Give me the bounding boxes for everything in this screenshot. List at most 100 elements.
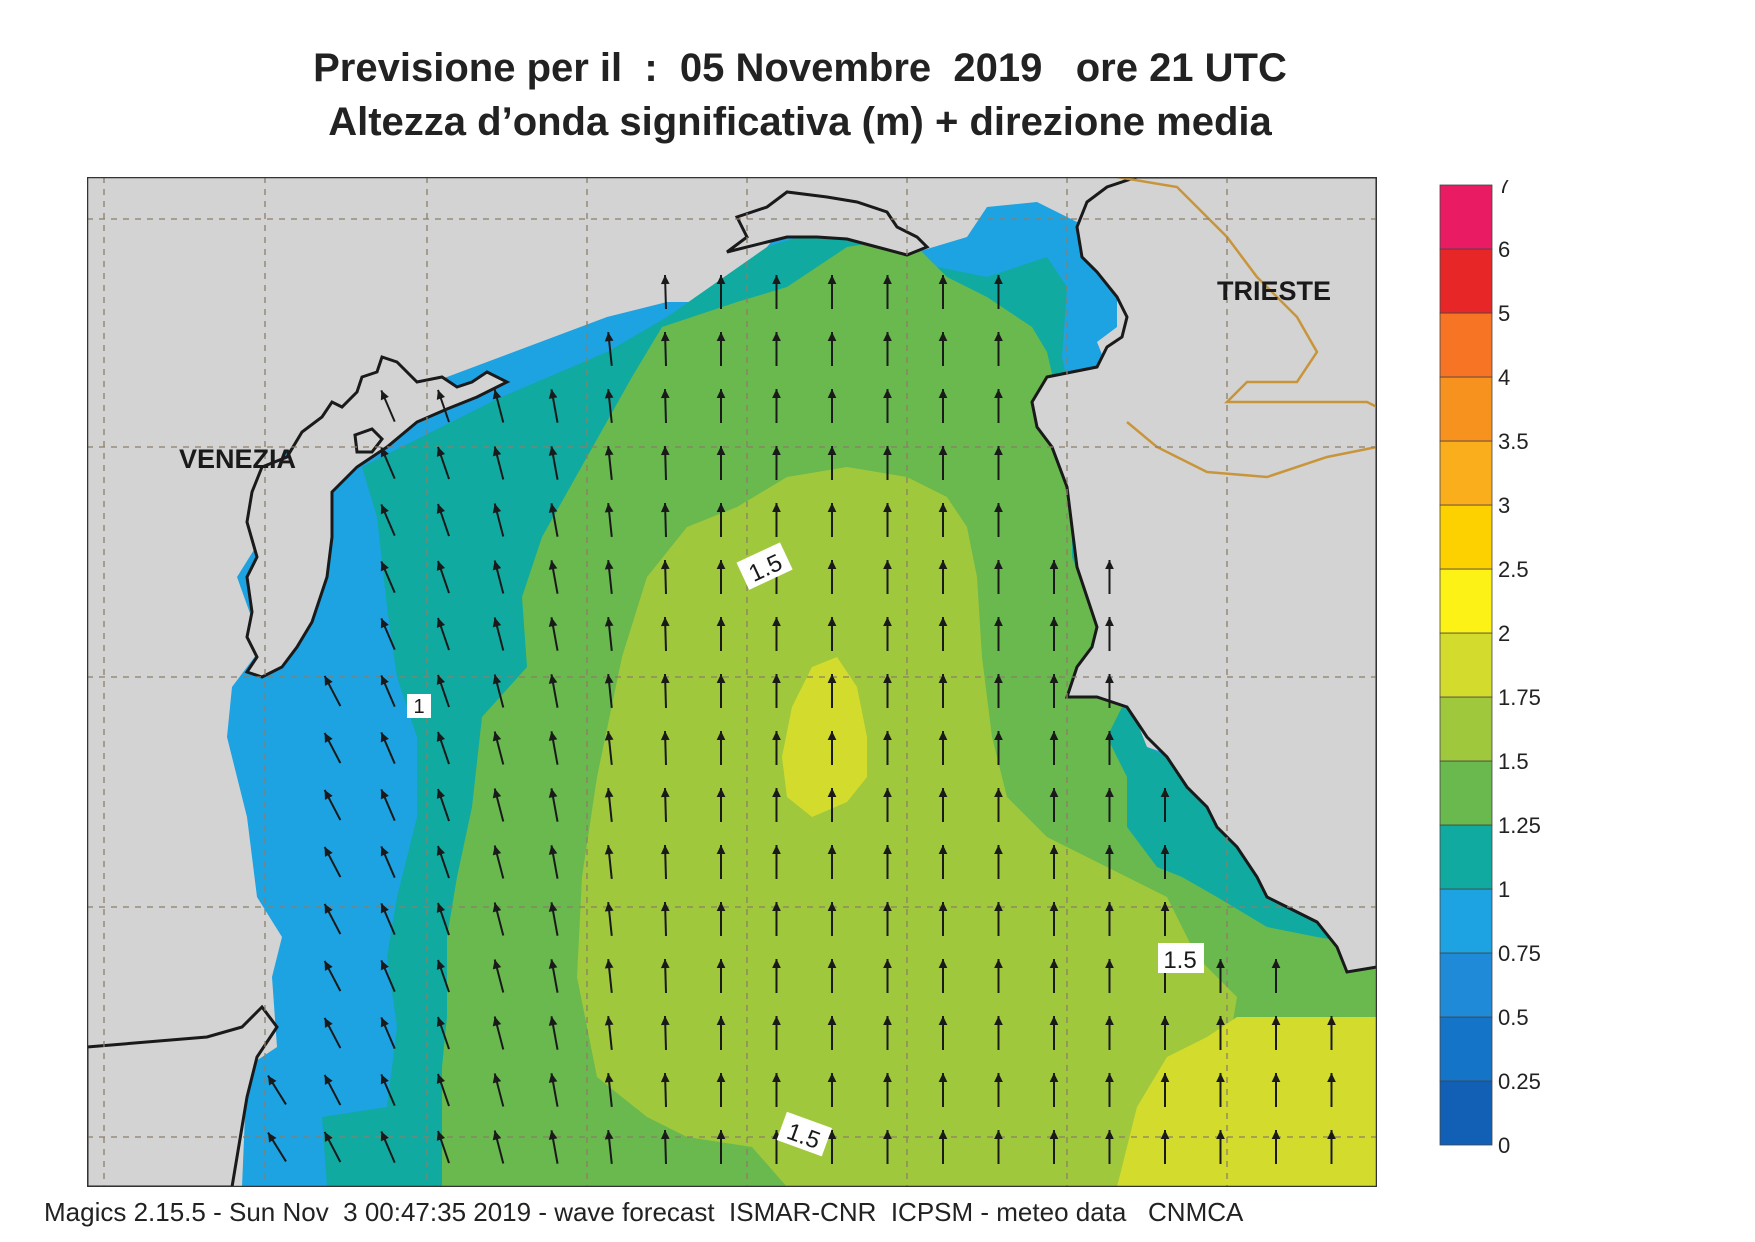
direction-arrow-head — [604, 902, 614, 912]
direction-arrow-head — [883, 275, 892, 285]
direction-arrow-head — [883, 389, 892, 399]
legend-swatch — [1439, 312, 1493, 378]
direction-arrow-head — [324, 1017, 333, 1028]
direction-arrow-head — [1160, 1016, 1170, 1026]
legend-swatch — [1439, 760, 1493, 826]
direction-arrow-head — [1049, 560, 1059, 570]
direction-arrow-head — [883, 446, 892, 456]
direction-arrow-head — [660, 902, 670, 912]
direction-arrow-head — [827, 845, 837, 855]
wave-direction-arrows — [267, 274, 1336, 1165]
direction-arrow-head — [1216, 1073, 1225, 1083]
direction-arrow-head — [772, 503, 781, 513]
direction-arrow-head — [1049, 959, 1059, 969]
direction-arrow-head — [1271, 1016, 1281, 1026]
footer-credits: Magics 2.15.5 - Sun Nov 3 00:47:35 2019 … — [44, 1197, 1244, 1227]
direction-arrow-head — [938, 389, 948, 399]
direction-arrow-head — [1105, 560, 1114, 570]
direction-arrow-head — [548, 389, 558, 399]
direction-arrow-head — [492, 845, 502, 856]
contour-label-3: 1.5 — [1158, 943, 1204, 974]
direction-arrow-head — [1271, 959, 1281, 969]
direction-arrow-head — [660, 560, 670, 570]
direction-arrow-head — [604, 617, 614, 627]
direction-arrow-head — [492, 1073, 502, 1084]
direction-arrow-head — [548, 902, 558, 912]
legend-label: 0 — [1498, 1133, 1510, 1158]
direction-arrow-head — [883, 788, 892, 798]
direction-arrow-head — [660, 389, 670, 399]
direction-arrow-head — [1160, 1073, 1170, 1083]
direction-arrow-head — [380, 960, 389, 971]
direction-arrow-head — [492, 674, 502, 685]
direction-arrow-head — [380, 390, 389, 401]
direction-arrow-head — [772, 788, 781, 798]
direction-arrow-head — [883, 1130, 892, 1140]
direction-arrow-head — [1105, 731, 1114, 741]
direction-arrow-head — [492, 560, 502, 571]
direction-arrow-head — [994, 1016, 1003, 1026]
direction-arrow-head — [380, 1131, 389, 1142]
direction-arrow-head — [883, 503, 892, 513]
legend-swatch — [1439, 1080, 1493, 1146]
direction-arrow-head — [604, 731, 614, 741]
direction-arrow-head — [380, 561, 389, 572]
direction-arrow-head — [604, 674, 614, 684]
direction-arrow-head — [716, 560, 726, 570]
legend-swatch — [1439, 184, 1493, 250]
direction-arrow-head — [1216, 1016, 1225, 1026]
direction-arrow-head — [994, 674, 1003, 684]
legend-label: 3 — [1498, 493, 1510, 518]
legend-label: 0.5 — [1498, 1005, 1529, 1030]
map-frame — [87, 177, 1377, 1187]
direction-arrow-head — [827, 1130, 837, 1140]
direction-arrow-head — [380, 789, 389, 800]
direction-arrow-head — [938, 731, 948, 741]
direction-arrow-head — [938, 332, 948, 342]
direction-arrow-head — [660, 1016, 670, 1026]
direction-arrow-head — [436, 560, 446, 571]
graticule — [87, 177, 1377, 1187]
direction-arrow-head — [883, 674, 892, 684]
direction-arrow-head — [436, 845, 446, 856]
direction-arrow-head — [604, 1130, 614, 1140]
contour-label-2: 1 — [407, 694, 431, 718]
direction-arrow-head — [994, 845, 1003, 855]
direction-arrow-head — [436, 1016, 446, 1027]
direction-arrow-head — [1327, 1016, 1336, 1026]
direction-arrow-head — [660, 959, 670, 969]
direction-arrow-head — [827, 503, 837, 513]
direction-arrow-head — [1049, 845, 1059, 855]
direction-arrow-head — [827, 674, 837, 684]
direction-arrow-head — [938, 1130, 948, 1140]
direction-arrow-head — [772, 902, 781, 912]
direction-arrow-head — [1049, 731, 1059, 741]
direction-arrow-head — [827, 1073, 837, 1083]
direction-arrow-head — [716, 959, 726, 969]
south-west-land — [87, 1004, 279, 1187]
legend-swatch — [1439, 568, 1493, 634]
direction-arrow-head — [548, 1073, 558, 1083]
map-title-line-2: Altezza d’onda significativa (m) + direz… — [328, 100, 1272, 144]
legend-swatch — [1439, 504, 1493, 570]
sea-region-1.75-2-center — [782, 657, 867, 817]
direction-arrow-head — [660, 503, 670, 513]
direction-arrow-head — [1105, 959, 1114, 969]
legend-label: 6 — [1498, 237, 1510, 262]
legend-label: 0.75 — [1498, 941, 1541, 966]
legend-swatch — [1439, 696, 1493, 762]
direction-arrow-head — [716, 788, 726, 798]
legend-swatch — [1439, 440, 1493, 506]
direction-arrow-head — [436, 731, 446, 742]
direction-arrow-head — [994, 1073, 1003, 1083]
direction-arrow-head — [827, 731, 837, 741]
direction-arrow-head — [268, 1075, 277, 1086]
direction-arrow-head — [883, 560, 892, 570]
direction-arrow-head — [772, 959, 781, 969]
direction-arrow-head — [324, 1074, 333, 1085]
direction-arrow-head — [883, 332, 892, 342]
direction-arrow-head — [994, 1130, 1003, 1140]
legend-label: 3.5 — [1498, 429, 1529, 454]
direction-arrow-head — [660, 674, 670, 684]
direction-arrow-head — [994, 788, 1003, 798]
